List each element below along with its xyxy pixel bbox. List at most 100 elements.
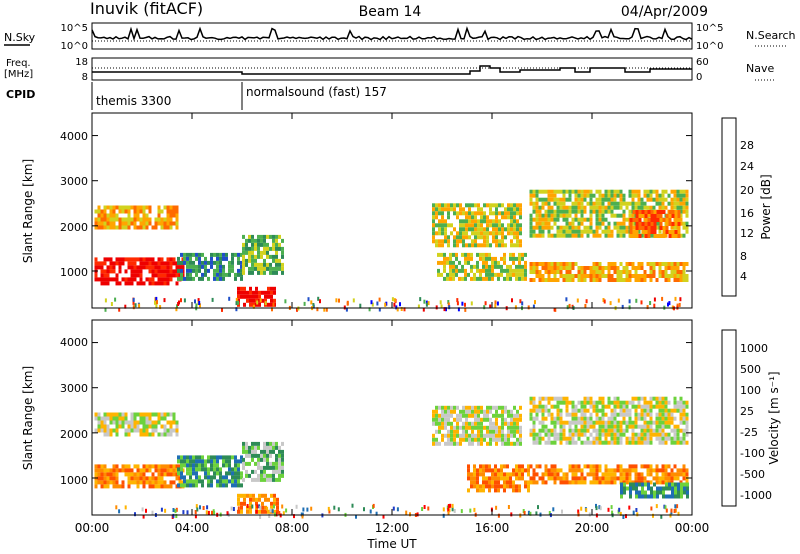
power-echo-cell bbox=[649, 274, 653, 278]
power-echo-cell bbox=[678, 302, 681, 307]
velocity-echo-cell bbox=[202, 506, 205, 510]
velocity-echo-cell bbox=[677, 482, 680, 487]
velocity-echo-cell bbox=[488, 464, 491, 469]
power-echo-cell bbox=[670, 274, 674, 278]
power-echo-cell bbox=[494, 260, 497, 265]
power-echo-cell bbox=[498, 223, 501, 228]
velocity-echo-cell bbox=[516, 441, 519, 446]
velocity-echo-cell bbox=[547, 432, 551, 437]
velocity-echo-cell bbox=[589, 480, 593, 485]
power-echo-cell bbox=[553, 274, 557, 278]
velocity-echo-cell bbox=[264, 497, 267, 502]
velocity-echo-cell bbox=[222, 463, 225, 468]
velocity-echo-cell bbox=[219, 471, 222, 476]
power-echo-cell bbox=[468, 235, 471, 240]
power-echo-cell bbox=[248, 270, 251, 275]
power-echo-cell bbox=[613, 189, 617, 194]
power-echo-cell bbox=[655, 221, 659, 226]
velocity-echo-cell bbox=[619, 480, 623, 485]
power-echo-cell bbox=[670, 189, 674, 194]
velocity-echo-cell bbox=[447, 429, 450, 434]
power-echo-cell bbox=[106, 277, 110, 282]
velocity-echo-cell bbox=[465, 437, 468, 442]
time-xtick-label: 16:00 bbox=[475, 521, 510, 535]
velocity-echo-cell bbox=[355, 514, 357, 519]
velocity-echo-cell bbox=[124, 472, 128, 477]
power-echo-cell bbox=[674, 296, 677, 301]
velocity-echo-cell bbox=[646, 400, 650, 405]
velocity-echo-cell bbox=[435, 417, 438, 422]
velocity-echo-cell bbox=[494, 468, 497, 473]
velocity-echo-cell bbox=[251, 445, 254, 450]
power-echo-cell bbox=[580, 197, 584, 202]
velocity-echo-cell bbox=[266, 445, 269, 450]
velocity-echo-cell bbox=[541, 412, 545, 417]
power-echo-cell bbox=[571, 274, 575, 278]
velocity-echo-cell bbox=[210, 475, 213, 480]
power-echo-cell bbox=[583, 274, 587, 278]
power-echo-cell bbox=[231, 256, 234, 261]
power-echo-cell bbox=[495, 215, 498, 220]
velocity-echo-cell bbox=[432, 413, 435, 418]
power-echo-cell bbox=[589, 278, 593, 282]
velocity-echo-cell bbox=[148, 424, 152, 429]
power-echo-cell bbox=[613, 205, 617, 210]
velocity-echo-cell bbox=[231, 475, 234, 480]
velocity-echo-cell bbox=[649, 472, 653, 477]
power-echo-cell bbox=[674, 234, 678, 238]
velocity-echo-cell bbox=[513, 421, 516, 426]
power-echo-cell bbox=[316, 307, 319, 312]
velocity-echo-cell bbox=[623, 486, 626, 491]
power-echo-cell bbox=[264, 290, 267, 295]
velocity-echo-cell bbox=[382, 514, 385, 519]
power-echo-cell bbox=[640, 300, 643, 305]
power-echo-cell bbox=[474, 203, 477, 208]
velocity-echo-cell bbox=[495, 413, 498, 418]
power-echo-cell bbox=[106, 205, 110, 210]
velocity-echo-cell bbox=[658, 412, 662, 417]
velocity-echo-cell bbox=[509, 484, 512, 489]
power-echo-cell bbox=[616, 278, 620, 282]
power-echo-cell bbox=[260, 238, 263, 243]
velocity-echo-cell bbox=[538, 428, 542, 433]
velocity-echo-cell bbox=[112, 416, 116, 421]
velocity-echo-cell bbox=[281, 473, 284, 478]
power-echo-cell bbox=[452, 272, 455, 277]
power-echo-cell bbox=[610, 274, 614, 278]
velocity-echo-cell bbox=[586, 440, 590, 445]
power-echo-cell bbox=[465, 227, 468, 232]
velocity-echo-cell bbox=[628, 472, 632, 477]
velocity-echo-cell bbox=[598, 400, 602, 405]
power-echo-cell bbox=[148, 217, 152, 222]
power-echo-cell bbox=[544, 217, 548, 222]
power-echo-cell bbox=[180, 272, 183, 277]
power-echo-cell bbox=[94, 225, 98, 230]
power-echo-cell bbox=[676, 197, 680, 202]
power-echo-cell bbox=[658, 274, 662, 278]
power-echo-cell bbox=[345, 307, 348, 312]
velocity-echo-cell bbox=[676, 468, 680, 473]
velocity-echo-cell bbox=[186, 483, 189, 488]
velocity-echo-cell bbox=[595, 436, 599, 441]
velocity-echo-cell bbox=[622, 468, 626, 473]
power-echo-cell bbox=[664, 197, 668, 202]
power-echo-cell bbox=[676, 193, 680, 198]
power-echo-cell bbox=[455, 264, 458, 269]
power-echo-cell bbox=[352, 298, 355, 303]
power-echo-cell bbox=[213, 276, 216, 281]
power-echo-cell bbox=[222, 264, 225, 269]
velocity-echo-cell bbox=[626, 486, 629, 491]
velocity-echo-cell bbox=[595, 468, 599, 473]
velocity-echo-cell bbox=[186, 510, 189, 515]
power-echo-cell bbox=[601, 201, 605, 206]
power-echo-cell bbox=[643, 189, 647, 194]
velocity-echo-cell bbox=[589, 404, 593, 409]
velocity-echo-cell bbox=[670, 472, 674, 477]
velocity-echo-cell bbox=[249, 493, 252, 498]
velocity-echo-cell bbox=[500, 484, 503, 489]
power-echo-cell bbox=[471, 227, 474, 232]
power-echo-cell bbox=[452, 260, 455, 265]
power-echo-cell bbox=[577, 201, 581, 206]
power-echo-cell bbox=[574, 274, 578, 278]
velocity-echo-cell bbox=[674, 504, 677, 509]
